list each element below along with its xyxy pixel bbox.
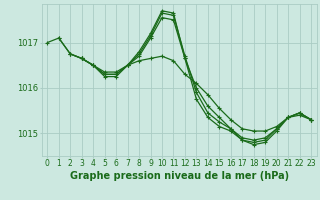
X-axis label: Graphe pression niveau de la mer (hPa): Graphe pression niveau de la mer (hPa) — [70, 171, 289, 181]
